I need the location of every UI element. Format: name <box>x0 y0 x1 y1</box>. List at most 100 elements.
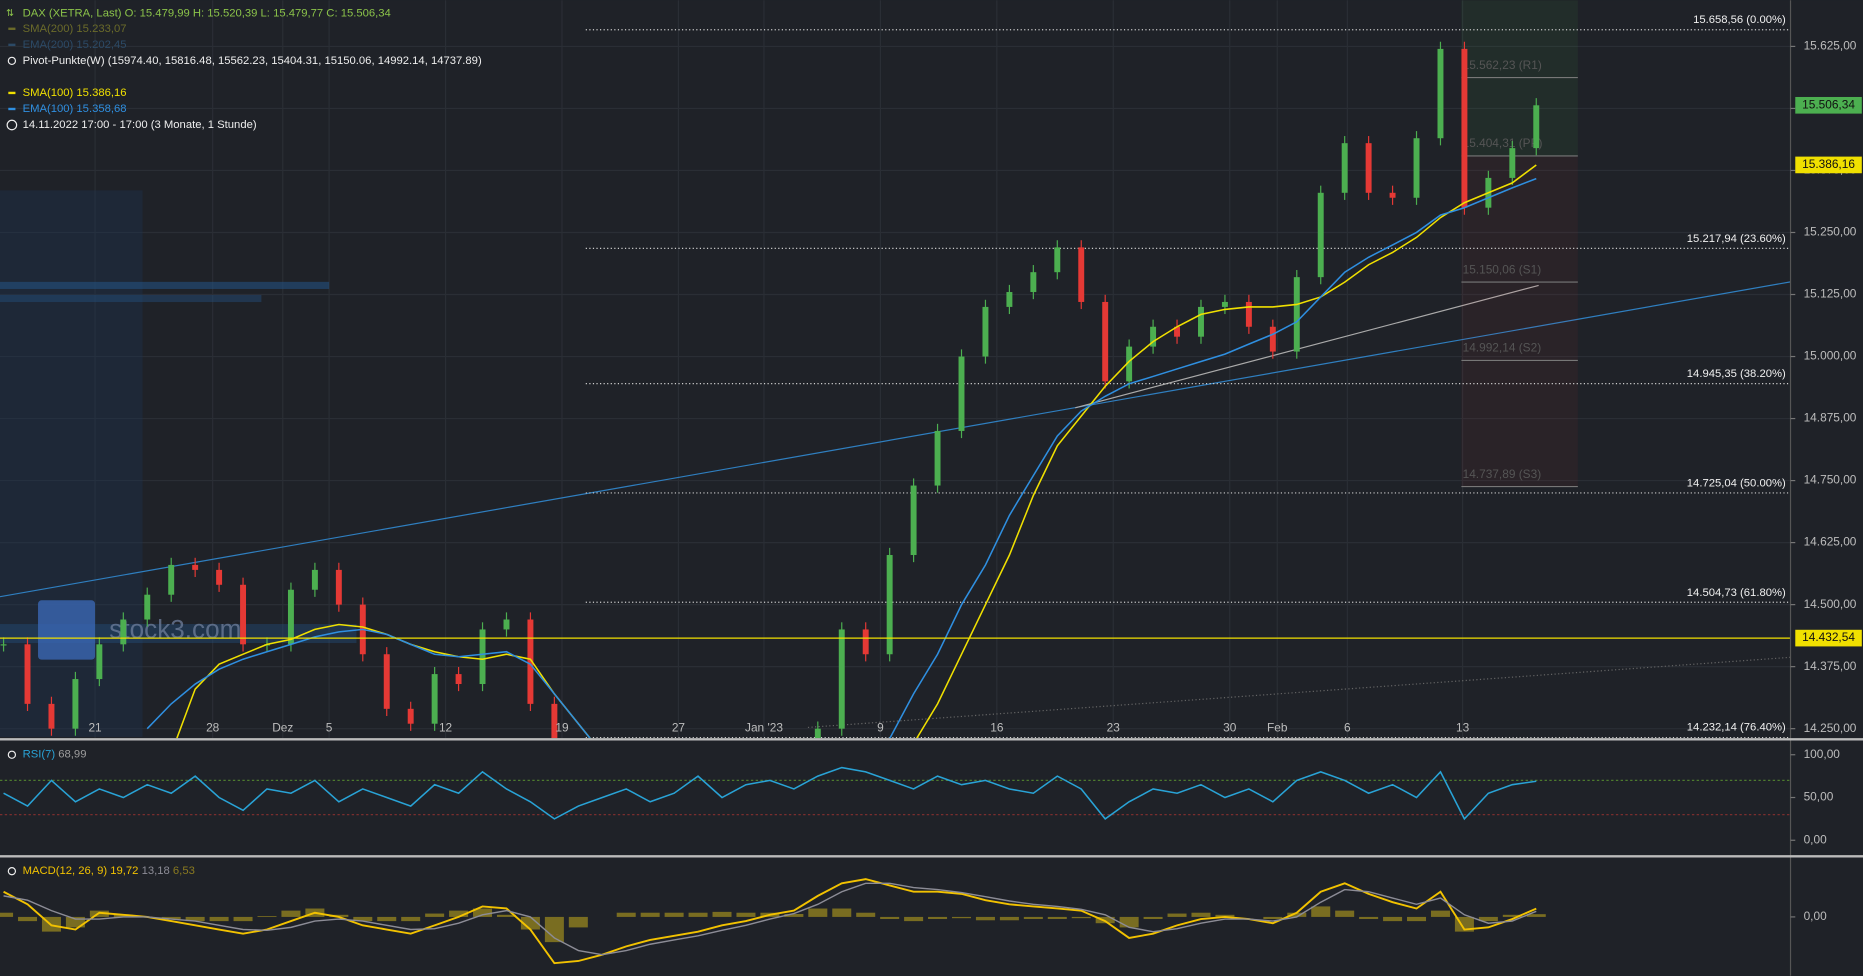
histogram-bar <box>185 916 205 922</box>
candle <box>1341 143 1348 193</box>
candle <box>335 569 342 605</box>
x-tick-label: 19 <box>555 721 569 735</box>
price-pane: 15.562,23 (R1) 15.404,31 (PP) 15.150,06 (S… <box>0 0 1791 739</box>
watermark: stock3.com <box>109 614 241 644</box>
y-tick-label: 14.250,00 <box>1804 721 1857 735</box>
histogram-bar <box>640 912 660 917</box>
pivot-label: 15.404,31 (PP) <box>1463 136 1543 150</box>
candle <box>886 555 893 655</box>
candle <box>910 485 917 556</box>
x-tick-label: 30 <box>1223 721 1237 735</box>
candle <box>1030 272 1037 293</box>
histogram-bar <box>975 916 995 921</box>
candle <box>479 629 486 685</box>
histogram-bar <box>1071 916 1091 919</box>
fib-label: 15.217,94 (23.60%) <box>1687 233 1786 245</box>
histogram-bar <box>712 911 732 917</box>
x-tick-label: Dez <box>272 721 293 735</box>
histogram-bar <box>688 912 708 917</box>
legend-text: 15.358,68 <box>76 103 126 115</box>
histogram-bar <box>18 916 38 922</box>
pivot-label: 14.737,89 (S3) <box>1463 467 1542 481</box>
candle <box>383 654 390 709</box>
drawings: stock3.com <box>0 190 1791 737</box>
price-marker-label: 15.506,34 <box>1802 97 1855 111</box>
histogram-bar <box>1335 910 1355 917</box>
x-tick-label: Jan '23 <box>745 721 783 735</box>
histogram-bar <box>496 914 516 917</box>
grid <box>0 0 1791 739</box>
x-tick-label: 23 <box>1107 721 1121 735</box>
y-tick-label: 14.625,00 <box>1804 535 1857 549</box>
legend-entry: EMA(200) 15.202,45 <box>23 39 127 51</box>
candle <box>1389 192 1396 198</box>
candle <box>814 728 821 739</box>
histogram-bar <box>832 908 852 917</box>
histogram-bar <box>928 916 948 920</box>
candle <box>527 619 534 704</box>
candle <box>1413 138 1420 198</box>
volume-profile <box>0 294 262 303</box>
candle <box>24 644 31 704</box>
fib-label: 15.658,56 (0.00%) <box>1693 14 1786 26</box>
price-marker <box>1795 156 1862 174</box>
histogram-bar <box>233 916 253 922</box>
histogram-bar <box>65 916 85 928</box>
x-tick-label: 5 <box>326 721 333 735</box>
x-tick-label: 12 <box>439 721 452 735</box>
legend-text: MACD(12, 26, 9) <box>23 865 108 877</box>
candle <box>838 629 845 729</box>
y-tick-label: 15.250,00 <box>1804 225 1857 239</box>
histogram-bar <box>1167 913 1187 917</box>
histogram-bar <box>473 908 493 917</box>
legend-icon: ⇅ <box>6 8 14 19</box>
candle <box>934 430 941 486</box>
candle <box>1198 306 1204 337</box>
x-tick-label: Feb <box>1267 721 1288 735</box>
candle <box>1054 247 1061 273</box>
price-marker <box>1795 629 1862 647</box>
candle <box>1365 143 1372 193</box>
histogram-bar <box>281 910 301 917</box>
trend-line <box>1075 284 1539 409</box>
candle <box>1509 148 1516 178</box>
pivot-zone <box>1461 155 1578 487</box>
y-tick-label: 0,00 <box>1804 909 1828 923</box>
histogram-bar <box>856 912 876 917</box>
candle <box>1174 326 1181 337</box>
legend-entry: Pivot-Punkte(W) (15974.40, 15816.48, 155… <box>23 55 482 67</box>
histogram-bar <box>736 912 756 917</box>
candle <box>311 569 318 590</box>
x-tick-label: 13 <box>1456 721 1470 735</box>
histogram-bar <box>1478 916 1498 922</box>
legend-text: Pivot-Punkte(W) <box>23 55 105 67</box>
histogram-bar <box>1119 916 1139 928</box>
x-tick-label: 28 <box>206 721 220 735</box>
legend-entry: SMA(200) 15.233,07 <box>23 23 127 35</box>
legend-text: SMA(100) <box>23 87 74 99</box>
histogram-bar <box>1311 906 1331 917</box>
legend-text: RSI(7) <box>23 749 56 761</box>
candle <box>551 703 558 739</box>
histogram-bar <box>113 914 133 917</box>
legend-icon <box>7 56 17 66</box>
line-series <box>3 882 1537 956</box>
fib-label: 14.725,04 (50.00%) <box>1687 477 1786 489</box>
candle <box>48 703 55 729</box>
candle <box>1150 326 1157 347</box>
candle <box>1317 192 1324 278</box>
y-tick-label: 14.500,00 <box>1804 597 1857 611</box>
histogram-bar <box>568 916 588 928</box>
y-tick-label: 15.000,00 <box>1804 349 1857 363</box>
legend-icon <box>7 750 17 759</box>
candle <box>1461 48 1468 208</box>
candle <box>287 589 294 645</box>
fib-label: 14.504,73 (61.80%) <box>1687 587 1786 599</box>
legend-text: 13,18 <box>142 865 170 877</box>
candle <box>407 708 414 724</box>
candle <box>144 594 151 620</box>
pivot-label: 14.992,14 (S2) <box>1463 341 1542 355</box>
histogram-bar <box>353 916 373 922</box>
y-tick-label: 50,00 <box>1804 790 1834 804</box>
